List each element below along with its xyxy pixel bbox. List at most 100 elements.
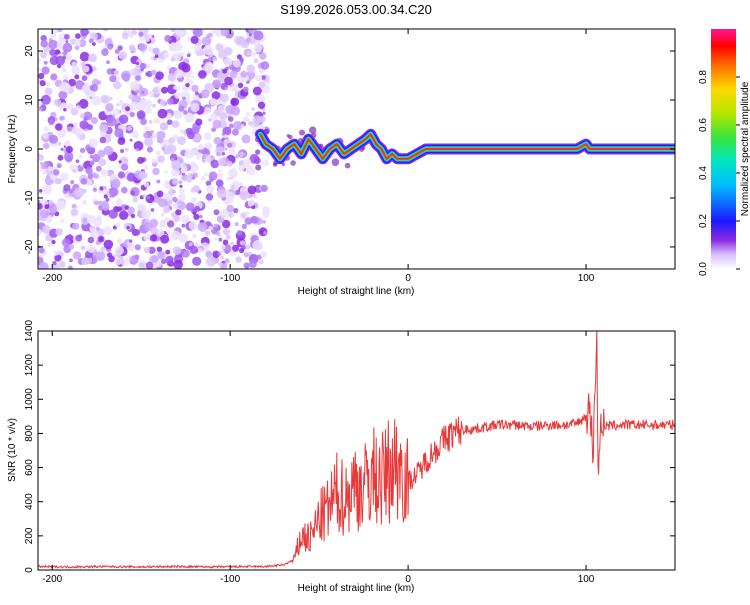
noise-speckle bbox=[47, 242, 53, 248]
noise-speckle bbox=[178, 188, 185, 195]
noise-speckle bbox=[51, 239, 56, 245]
noise-speckle bbox=[72, 169, 77, 173]
noise-speckle bbox=[86, 124, 93, 131]
noise-speckle bbox=[120, 257, 130, 267]
noise-speckle bbox=[78, 39, 87, 48]
noise-speckle bbox=[38, 67, 42, 71]
noise-speckle bbox=[170, 42, 176, 48]
noise-speckle bbox=[56, 41, 64, 49]
noise-speckle bbox=[204, 243, 208, 247]
noise-speckle bbox=[216, 188, 227, 199]
noise-speckle bbox=[108, 209, 118, 219]
noise-speckle bbox=[73, 122, 79, 128]
noise-speckle bbox=[212, 119, 222, 129]
noise-speckle bbox=[190, 161, 197, 168]
noise-speckle bbox=[38, 199, 41, 204]
noise-speckle bbox=[80, 164, 83, 168]
noise-speckle bbox=[103, 226, 113, 236]
noise-speckle bbox=[136, 62, 139, 65]
noise-speckle bbox=[148, 119, 153, 124]
noise-speckle bbox=[166, 220, 175, 228]
noise-speckle bbox=[156, 136, 164, 144]
noise-speckle bbox=[109, 96, 113, 101]
y-tick-label: 400 bbox=[24, 493, 35, 510]
noise-speckle bbox=[68, 243, 75, 250]
noise-speckle bbox=[40, 35, 47, 42]
noise-speckle bbox=[164, 195, 169, 199]
noise-speckle bbox=[213, 136, 222, 145]
noise-speckle bbox=[41, 162, 48, 170]
noise-speckle bbox=[239, 247, 245, 254]
noise-speckle bbox=[90, 116, 98, 125]
spectrogram-y-ticks: -20 -10 0 10 20 bbox=[24, 45, 675, 254]
noise-speckle bbox=[120, 149, 125, 153]
noise-speckle bbox=[237, 82, 244, 89]
signal-blob bbox=[255, 149, 261, 155]
noise-speckle bbox=[248, 259, 257, 268]
noise-speckle bbox=[201, 155, 207, 160]
noise-speckle bbox=[200, 89, 210, 99]
noise-speckle bbox=[141, 90, 145, 94]
noise-speckle bbox=[219, 249, 225, 255]
noise-speckle bbox=[146, 146, 153, 153]
noise-speckle bbox=[140, 62, 147, 70]
noise-speckle bbox=[201, 107, 205, 111]
noise-speckle bbox=[133, 141, 144, 151]
noise-speckle bbox=[263, 231, 267, 235]
noise-speckle bbox=[113, 69, 119, 76]
signal-blob bbox=[290, 160, 296, 166]
y-tick-label: 600 bbox=[24, 459, 35, 476]
noise-speckle bbox=[62, 129, 67, 133]
noise-speckle bbox=[234, 222, 239, 227]
noise-speckle bbox=[41, 66, 50, 75]
noise-speckle bbox=[148, 90, 155, 98]
noise-speckle bbox=[246, 64, 256, 73]
noise-speckle bbox=[188, 221, 198, 231]
noise-speckle bbox=[251, 107, 255, 111]
noise-speckle bbox=[38, 154, 44, 161]
noise-speckle bbox=[152, 132, 158, 139]
noise-speckle bbox=[113, 81, 122, 90]
noise-speckle bbox=[203, 132, 212, 141]
noise-speckle bbox=[101, 203, 110, 211]
noise-speckle bbox=[115, 222, 121, 228]
noise-speckle bbox=[95, 226, 101, 231]
noise-speckle bbox=[87, 236, 95, 244]
noise-speckle bbox=[191, 75, 195, 79]
noise-speckle bbox=[81, 75, 88, 81]
noise-speckle bbox=[43, 60, 48, 65]
noise-speckle bbox=[130, 190, 136, 196]
x-tick-label: -200 bbox=[42, 574, 62, 585]
noise-speckle bbox=[61, 238, 71, 247]
noise-speckle bbox=[89, 160, 95, 166]
y-tick-label: 1200 bbox=[24, 354, 35, 377]
x-tick-label: -100 bbox=[220, 574, 240, 585]
colorbar-tick-label: 0.4 bbox=[698, 166, 709, 180]
signal-blob bbox=[255, 164, 262, 171]
noise-speckle bbox=[49, 49, 57, 56]
noise-speckle bbox=[245, 211, 250, 216]
noise-speckle bbox=[80, 245, 86, 251]
noise-speckle bbox=[76, 133, 81, 139]
noise-speckle bbox=[172, 203, 178, 209]
noise-speckle bbox=[183, 110, 188, 115]
noise-speckle bbox=[240, 70, 248, 78]
noise-speckle bbox=[103, 145, 114, 156]
noise-speckle bbox=[155, 71, 164, 80]
noise-speckle bbox=[159, 122, 169, 131]
noise-speckle bbox=[166, 112, 172, 119]
noise-speckle bbox=[148, 246, 156, 254]
noise-speckle bbox=[98, 256, 102, 260]
noise-speckle bbox=[42, 184, 53, 195]
noise-speckle bbox=[249, 153, 260, 164]
noise-speckle bbox=[173, 259, 183, 269]
noise-speckle bbox=[95, 251, 106, 261]
noise-speckle bbox=[57, 29, 63, 33]
noise-speckle bbox=[121, 163, 129, 171]
noise-speckle bbox=[205, 180, 212, 187]
y-tick-label: -20 bbox=[24, 239, 35, 254]
noise-speckle bbox=[208, 225, 214, 231]
noise-speckle bbox=[227, 142, 233, 148]
noise-speckle bbox=[159, 99, 167, 107]
noise-speckle bbox=[39, 189, 43, 193]
